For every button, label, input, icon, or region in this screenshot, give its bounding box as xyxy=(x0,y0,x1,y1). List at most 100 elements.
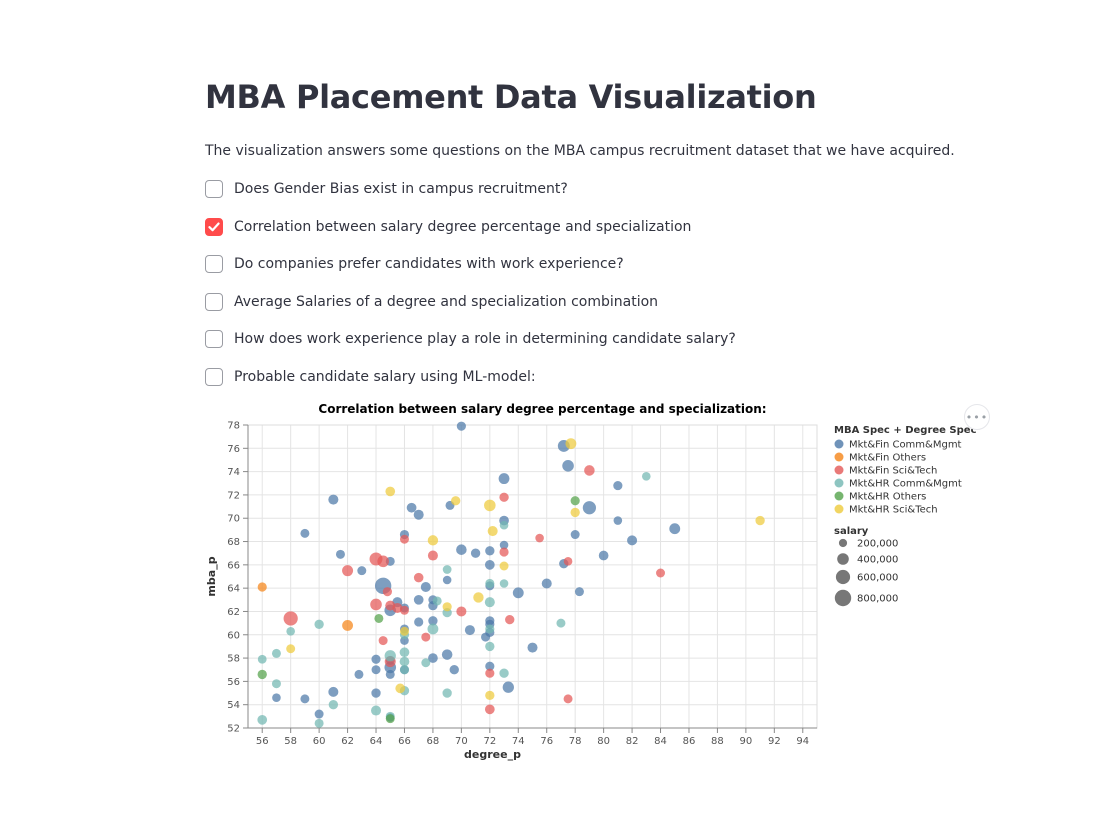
data-point xyxy=(374,613,384,623)
data-point xyxy=(314,709,324,719)
size-legend-label: 800,000 xyxy=(857,594,898,605)
x-tick-label: 86 xyxy=(683,736,696,747)
data-point xyxy=(562,459,574,472)
data-point xyxy=(556,618,566,628)
data-point xyxy=(485,690,495,701)
size-legend-label: 400,000 xyxy=(857,555,898,566)
chart-actions-button[interactable]: ••• xyxy=(964,404,990,430)
checkbox-gender-bias[interactable]: Does Gender Bias exist in campus recruit… xyxy=(205,178,568,200)
data-point xyxy=(485,641,495,652)
legend-label: Mkt&Fin Sci&Tech xyxy=(849,466,937,477)
legend-symbol xyxy=(834,504,844,514)
data-point xyxy=(535,533,544,543)
data-point xyxy=(342,565,354,577)
x-axis-label: degree_p xyxy=(464,748,521,761)
y-tick-label: 62 xyxy=(227,607,240,618)
data-point xyxy=(371,705,382,716)
data-point xyxy=(314,619,324,629)
data-point xyxy=(385,669,395,679)
data-point xyxy=(257,669,267,680)
data-point xyxy=(499,668,509,678)
data-point xyxy=(598,550,609,561)
data-point xyxy=(399,656,410,667)
checkbox-average-salaries[interactable]: Average Salaries of a degree and special… xyxy=(205,291,658,313)
x-tick-label: 70 xyxy=(455,736,468,747)
data-point xyxy=(428,616,438,626)
data-point xyxy=(328,700,339,710)
data-point xyxy=(272,693,281,703)
x-tick-label: 88 xyxy=(711,736,724,747)
data-point xyxy=(328,494,339,505)
more-horizontal-icon: ••• xyxy=(965,410,989,424)
data-point xyxy=(421,632,431,642)
data-point xyxy=(427,550,438,561)
data-point xyxy=(442,565,452,574)
data-point xyxy=(384,650,396,662)
data-point xyxy=(257,654,267,664)
x-tick-label: 62 xyxy=(341,736,354,747)
data-point xyxy=(499,561,509,571)
data-point xyxy=(286,644,296,654)
legend-symbol xyxy=(834,452,844,462)
data-point xyxy=(399,605,409,615)
checkbox-box[interactable] xyxy=(205,330,223,348)
data-point xyxy=(541,578,552,589)
data-point xyxy=(456,544,467,555)
checkbox-label: How does work experience play a role in … xyxy=(234,331,736,347)
checkbox-work-experience[interactable]: Do companies prefer candidates with work… xyxy=(205,253,624,275)
checkbox-ml-model[interactable]: Probable candidate salary using ML-model… xyxy=(205,366,536,388)
data-point xyxy=(502,681,514,693)
data-point xyxy=(584,465,595,476)
checkbox-work-experience-salary[interactable]: How does work experience play a role in … xyxy=(205,328,736,350)
data-point xyxy=(354,669,364,679)
checkbox-box[interactable] xyxy=(205,368,223,386)
intro-text: The visualization answers some questions… xyxy=(205,143,955,159)
checkbox-box[interactable] xyxy=(205,180,223,198)
data-point xyxy=(669,523,681,535)
y-tick-label: 70 xyxy=(227,514,240,525)
data-point xyxy=(399,647,410,658)
data-point xyxy=(442,602,452,612)
checkbox-box-checked[interactable] xyxy=(205,218,223,236)
checkbox-box[interactable] xyxy=(205,293,223,311)
data-point xyxy=(485,661,495,671)
data-point xyxy=(442,575,452,585)
data-point xyxy=(641,471,651,481)
size-legend-label: 200,000 xyxy=(857,539,898,550)
x-tick-label: 74 xyxy=(512,736,525,747)
checkbox-label: Correlation between salary degree percen… xyxy=(234,219,692,235)
y-tick-label: 64 xyxy=(227,584,240,595)
legend-label: Mkt&Fin Comm&Mgmt xyxy=(849,440,962,451)
data-point xyxy=(565,438,577,450)
y-tick-label: 52 xyxy=(227,724,240,735)
legend-label: Mkt&HR Sci&Tech xyxy=(849,505,938,516)
legend-label: Mkt&Fin Others xyxy=(849,453,926,464)
data-point xyxy=(499,492,509,502)
data-point xyxy=(563,557,573,566)
data-point xyxy=(385,486,396,497)
data-point xyxy=(377,555,389,568)
data-point xyxy=(371,688,381,698)
data-point xyxy=(613,481,623,491)
data-point xyxy=(487,526,498,537)
data-point xyxy=(271,679,281,689)
data-point xyxy=(449,665,459,675)
data-point xyxy=(484,597,495,608)
x-tick-label: 72 xyxy=(483,736,496,747)
data-point xyxy=(413,594,424,605)
y-tick-label: 72 xyxy=(227,490,240,501)
y-tick-label: 76 xyxy=(227,444,240,455)
size-legend-symbol xyxy=(838,538,848,548)
plot-frame xyxy=(247,424,818,729)
data-point xyxy=(613,516,623,525)
data-point xyxy=(406,502,417,513)
data-point xyxy=(473,592,484,603)
data-point xyxy=(257,582,267,592)
checkbox-box[interactable] xyxy=(205,255,223,273)
x-tick-label: 58 xyxy=(284,736,297,747)
legend-label: Mkt&HR Comm&Mgmt xyxy=(849,479,962,490)
data-point xyxy=(413,572,424,583)
data-point xyxy=(498,473,510,485)
data-point xyxy=(382,587,392,597)
checkbox-salary-correlation[interactable]: Correlation between salary degree percen… xyxy=(205,216,691,238)
